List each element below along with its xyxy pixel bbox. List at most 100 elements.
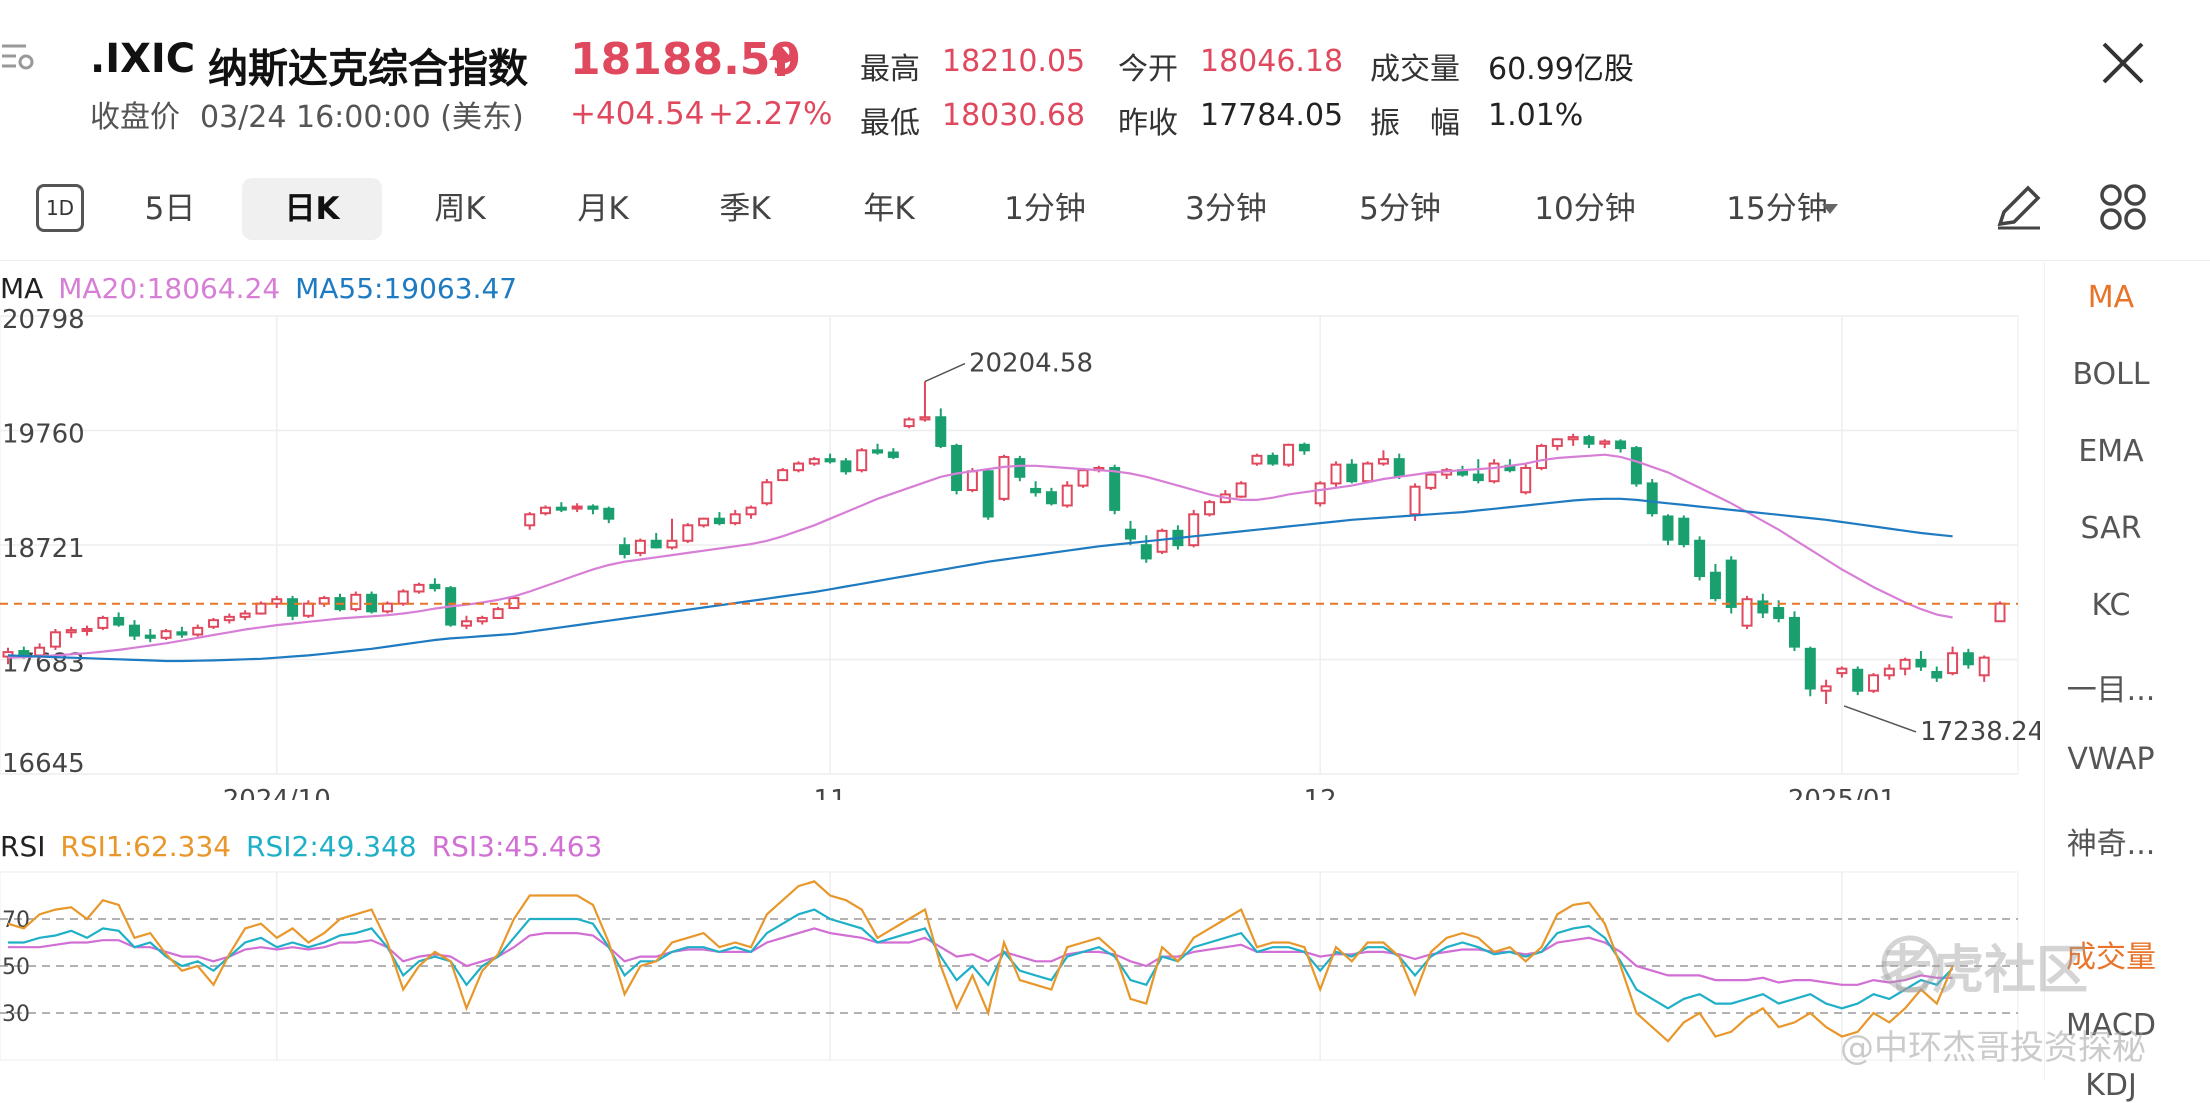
period-tabs: 1D 5日 日K 周K 月K 季K 年K 1分钟 3分钟 5分钟 10分钟 15… xyxy=(0,160,2210,261)
tab-quarterly-k[interactable]: 季K xyxy=(719,191,771,227)
candle-body xyxy=(966,470,978,492)
candle xyxy=(1188,509,1200,548)
candle xyxy=(1488,459,1500,484)
candle-body xyxy=(144,634,156,639)
candle xyxy=(745,505,757,519)
min-label-pointer xyxy=(1843,705,1917,733)
candle xyxy=(1520,463,1532,495)
candle xyxy=(1425,472,1437,491)
indicator-magic[interactable]: 神奇... xyxy=(2066,827,2156,862)
candle-body xyxy=(1773,607,1785,619)
indicator-kc[interactable]: KC xyxy=(2091,588,2131,623)
candle-body xyxy=(745,506,757,516)
candle xyxy=(1788,611,1800,652)
candle-body xyxy=(872,449,884,454)
tab-10min[interactable]: 10分钟 xyxy=(1534,191,1636,227)
candle-body xyxy=(429,583,441,590)
prev-close-value: 17784.05 xyxy=(1200,98,1344,133)
candle xyxy=(1472,459,1484,484)
candle-body xyxy=(1330,463,1342,485)
indicator-ichimoku[interactable]: 一目... xyxy=(2066,673,2156,708)
grid-layout-icon[interactable] xyxy=(2098,182,2148,232)
indicator-volume[interactable]: 成交量 xyxy=(2066,940,2156,975)
candle xyxy=(587,504,599,515)
high-label: 最高 xyxy=(860,52,920,87)
tab-1min[interactable]: 1分钟 xyxy=(1004,191,1086,227)
candle-body xyxy=(982,470,994,518)
candle-body xyxy=(856,449,868,472)
tab-monthly-k[interactable]: 月K xyxy=(577,191,629,227)
candle-body xyxy=(935,416,947,447)
candle-body xyxy=(1883,667,1895,677)
candle-body xyxy=(1852,668,1864,692)
candle-body xyxy=(1678,517,1690,546)
candle-body xyxy=(1283,443,1295,466)
candle xyxy=(128,620,140,641)
tab-5day[interactable]: 5日 xyxy=(144,191,196,227)
watermark-brand: 老虎社区 xyxy=(1880,941,2089,1001)
volume-label: 成交量 xyxy=(1370,52,1460,87)
indicator-ema[interactable]: EMA xyxy=(2078,434,2144,469)
tab-weekly-k[interactable]: 周K xyxy=(434,191,486,227)
draw-pen-icon[interactable] xyxy=(1994,182,2044,232)
candle-body xyxy=(1962,652,1974,666)
candle xyxy=(1583,434,1595,449)
candle-body xyxy=(1140,544,1152,560)
current-price: 18188.59 xyxy=(570,34,802,85)
candle xyxy=(887,448,899,460)
candle xyxy=(1694,536,1706,581)
chevron-down-icon[interactable] xyxy=(1822,204,1840,216)
candle-body xyxy=(65,629,77,634)
candle xyxy=(160,628,172,641)
candle xyxy=(1061,481,1073,508)
indicator-vwap[interactable]: VWAP xyxy=(2067,742,2155,777)
candle-body xyxy=(255,602,267,615)
tab-15min[interactable]: 15分钟 xyxy=(1726,191,1828,227)
candle-body xyxy=(650,539,662,549)
candle-body xyxy=(1030,487,1042,494)
indicator-kdj[interactable]: KDJ xyxy=(2085,1068,2137,1103)
rsi-chart[interactable]: 70 50 30 xyxy=(0,870,2040,1070)
candle-body xyxy=(666,539,678,549)
open-value: 18046.18 xyxy=(1200,44,1344,79)
x-tick-label: 11 xyxy=(814,785,847,800)
candle-body xyxy=(634,539,646,554)
candle-body xyxy=(397,590,409,605)
candle-body xyxy=(1014,458,1026,478)
candle xyxy=(460,615,472,629)
candle-body xyxy=(1646,482,1658,515)
candle-body xyxy=(34,646,46,657)
close-icon[interactable] xyxy=(2100,40,2146,86)
indicator-boll[interactable]: BOLL xyxy=(2072,357,2150,392)
candle xyxy=(1994,601,2006,623)
candle xyxy=(1156,528,1168,554)
x-tick-label: 2025/01 xyxy=(1788,785,1896,800)
candle-body xyxy=(1662,515,1674,541)
tab-yearly-k[interactable]: 年K xyxy=(863,191,915,227)
tab-5min[interactable]: 5分钟 xyxy=(1359,191,1441,227)
tab-daily-k[interactable]: 日K xyxy=(242,178,382,240)
indicator-sar[interactable]: SAR xyxy=(2080,511,2142,546)
tab-3min[interactable]: 3分钟 xyxy=(1185,191,1267,227)
candle-body xyxy=(1615,440,1627,450)
indicator-macd[interactable]: MACD xyxy=(2066,1008,2156,1043)
menu-search-icon[interactable] xyxy=(0,42,36,74)
tab-1d-icon[interactable]: 1D xyxy=(36,184,84,232)
candle-body xyxy=(239,612,251,618)
candle xyxy=(144,628,156,643)
candle-body xyxy=(1251,454,1263,465)
candle-body xyxy=(1630,447,1642,485)
x-tick-label: 2024/10 xyxy=(223,785,331,800)
candle-body xyxy=(49,631,61,648)
candle-body xyxy=(1314,482,1326,505)
candle xyxy=(1298,442,1310,455)
y-tick-label: 20798 xyxy=(2,305,85,335)
candle xyxy=(271,595,283,609)
candle-body xyxy=(1409,485,1421,516)
indicator-ma[interactable]: MA xyxy=(2087,280,2135,315)
candle xyxy=(603,506,615,524)
candle xyxy=(476,615,488,625)
max-label-pointer xyxy=(924,362,966,383)
candle xyxy=(1852,666,1864,696)
